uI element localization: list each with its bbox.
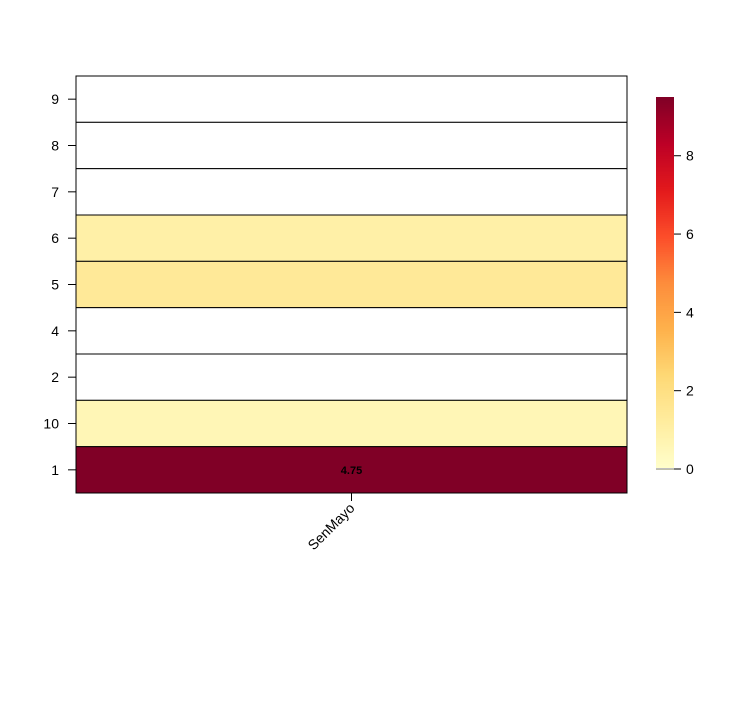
colorbar-tick-label: 2 xyxy=(686,383,694,399)
colorbar-tick-label: 6 xyxy=(686,226,694,242)
y-tick-label: 2 xyxy=(51,369,59,385)
y-tick-label: 9 xyxy=(51,91,59,107)
heatmap-cell xyxy=(75,168,628,216)
y-axis: 9 8 7 6 5 4 2 10 1 xyxy=(43,91,76,478)
y-tick-label: 1 xyxy=(51,462,59,478)
y-tick-label: 7 xyxy=(51,184,59,200)
heatmap-cell xyxy=(75,307,628,355)
heatmap-cell xyxy=(75,353,628,401)
heatmap-cells xyxy=(75,75,628,494)
colorbar-tick-label: 4 xyxy=(686,304,694,320)
cell-value-label: 4.75 xyxy=(341,465,362,477)
x-tick-label: SenMayo xyxy=(304,500,357,553)
heatmap-cell xyxy=(75,260,628,309)
heatmap-cell-labels: 4.75 xyxy=(341,465,362,477)
colorbar-tick-label: 0 xyxy=(686,461,694,477)
heatmap-cell xyxy=(75,399,628,448)
heatmap-cell xyxy=(75,214,628,262)
colorbar-tick-label: 8 xyxy=(686,148,694,164)
heatmap-cell xyxy=(75,121,628,170)
colorbar-legend: 0 2 4 6 8 xyxy=(656,97,694,477)
y-tick-label: 5 xyxy=(51,277,59,293)
x-axis: SenMayo xyxy=(304,493,358,553)
y-tick-label: 6 xyxy=(51,230,59,246)
y-tick-label: 8 xyxy=(51,138,59,154)
heatmap-cell xyxy=(75,446,628,494)
heatmap-cell xyxy=(75,75,628,123)
y-tick-label: 10 xyxy=(43,416,59,432)
y-tick-label: 4 xyxy=(51,323,59,339)
